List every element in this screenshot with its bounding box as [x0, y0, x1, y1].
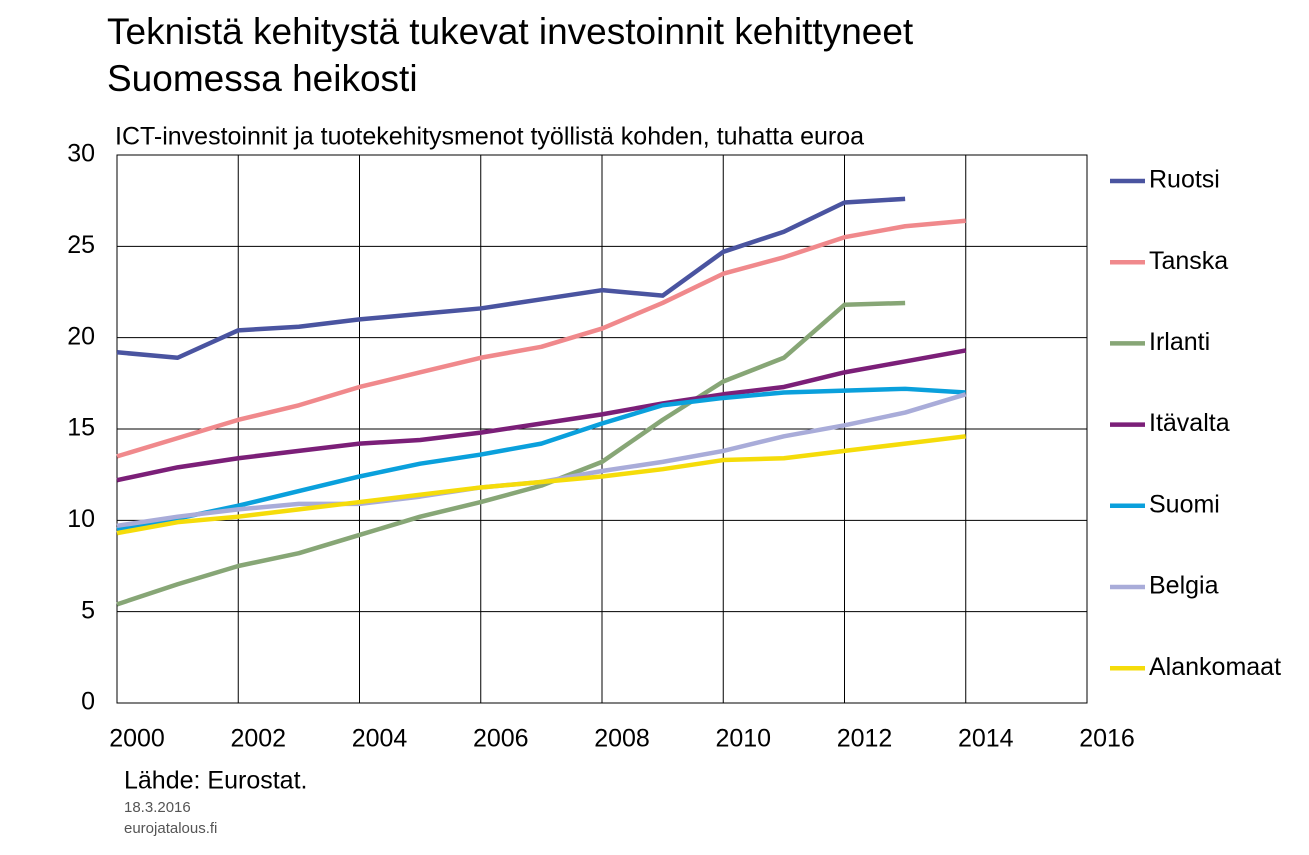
x-tick-label: 2004	[352, 725, 408, 753]
legend-label: Belgia	[1149, 572, 1219, 600]
site: eurojatalous.fi	[124, 820, 217, 837]
date: 18.3.2016	[124, 799, 191, 816]
x-tick-label: 2012	[837, 725, 893, 753]
x-tick-label: 2014	[958, 725, 1014, 753]
series-line	[116, 386, 966, 532]
x-tick-label: 2002	[230, 725, 286, 753]
legend-label: Irlanti	[1149, 328, 1210, 356]
y-tick-label: 5	[81, 596, 95, 624]
series-line	[116, 434, 967, 536]
chart-title: Teknistä kehitystä tukevat investoinnit …	[107, 11, 914, 52]
legend-label: Itävalta	[1149, 409, 1230, 437]
series-line	[116, 348, 967, 483]
x-tick-label: 2016	[1079, 725, 1135, 753]
legend-label: Ruotsi	[1149, 166, 1220, 194]
x-tick-label: 2008	[594, 725, 650, 753]
subtitle: ICT-investoinnit ja tuotekehitysmenot ty…	[115, 123, 864, 151]
y-tick-label: 10	[67, 505, 95, 533]
series-line	[116, 218, 966, 459]
legend-label: Tanska	[1149, 247, 1228, 275]
x-tick-label: 2000	[109, 725, 165, 753]
legend-label: Alankomaat	[1149, 653, 1281, 681]
legend-label: Suomi	[1149, 490, 1220, 518]
y-tick-label: 25	[67, 231, 95, 259]
y-tick-label: 15	[67, 414, 95, 442]
source: Lähde: Eurostat.	[124, 767, 307, 795]
series-line	[116, 196, 906, 361]
x-tick-label: 2006	[473, 725, 529, 753]
series-line	[116, 300, 906, 607]
x-tick-label: 2010	[715, 725, 771, 753]
chart-title: Suomessa heikosti	[107, 58, 418, 99]
plot-frame	[116, 154, 1088, 704]
y-tick-label: 0	[81, 688, 95, 716]
y-tick-label: 30	[67, 140, 95, 168]
y-tick-label: 20	[67, 322, 95, 350]
